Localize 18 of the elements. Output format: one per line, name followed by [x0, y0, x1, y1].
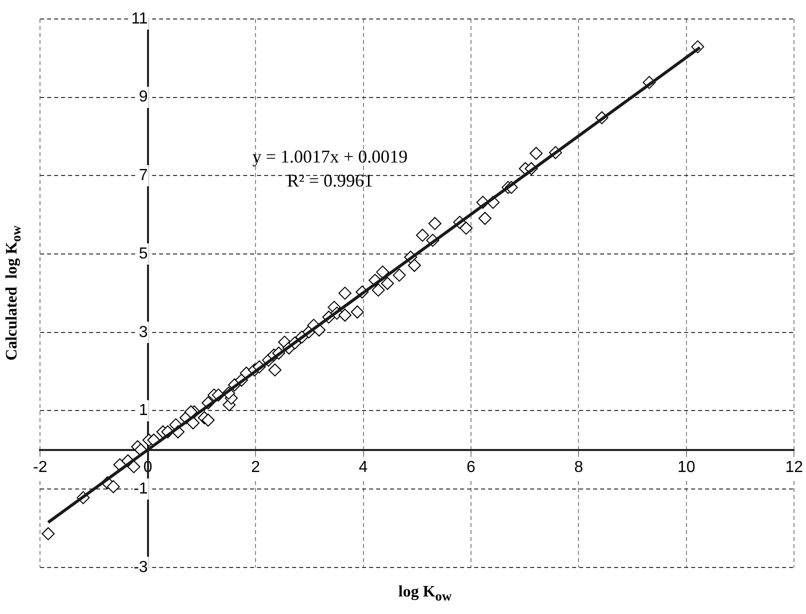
annotation: y = 1.0017x + 0.0019 — [252, 146, 408, 168]
x-tick-label: 8 — [574, 458, 584, 476]
y-tick-label: -1 — [134, 480, 148, 498]
annotation: R² = 0.9961 — [286, 170, 374, 192]
y-tick-label: 11 — [131, 10, 148, 28]
y-tick-label: -3 — [134, 558, 148, 576]
x-tick-label: 10 — [677, 458, 696, 476]
y-tick-label: 7 — [138, 167, 148, 184]
x-axis-title: log K$_{ow}$ — [398, 583, 452, 605]
y-tick-label: 1 — [138, 402, 148, 420]
y-tick-label: 5 — [138, 245, 148, 262]
x-tick-label: 12 — [785, 458, 804, 476]
y-tick-label: 3 — [138, 324, 148, 341]
y-tick-label: 9 — [138, 88, 148, 106]
x-tick-label: -2 — [32, 458, 48, 476]
x-tick-label: 6 — [466, 458, 476, 476]
x-tick-label: 2 — [251, 458, 260, 476]
x-tick-label: 4 — [358, 458, 368, 476]
